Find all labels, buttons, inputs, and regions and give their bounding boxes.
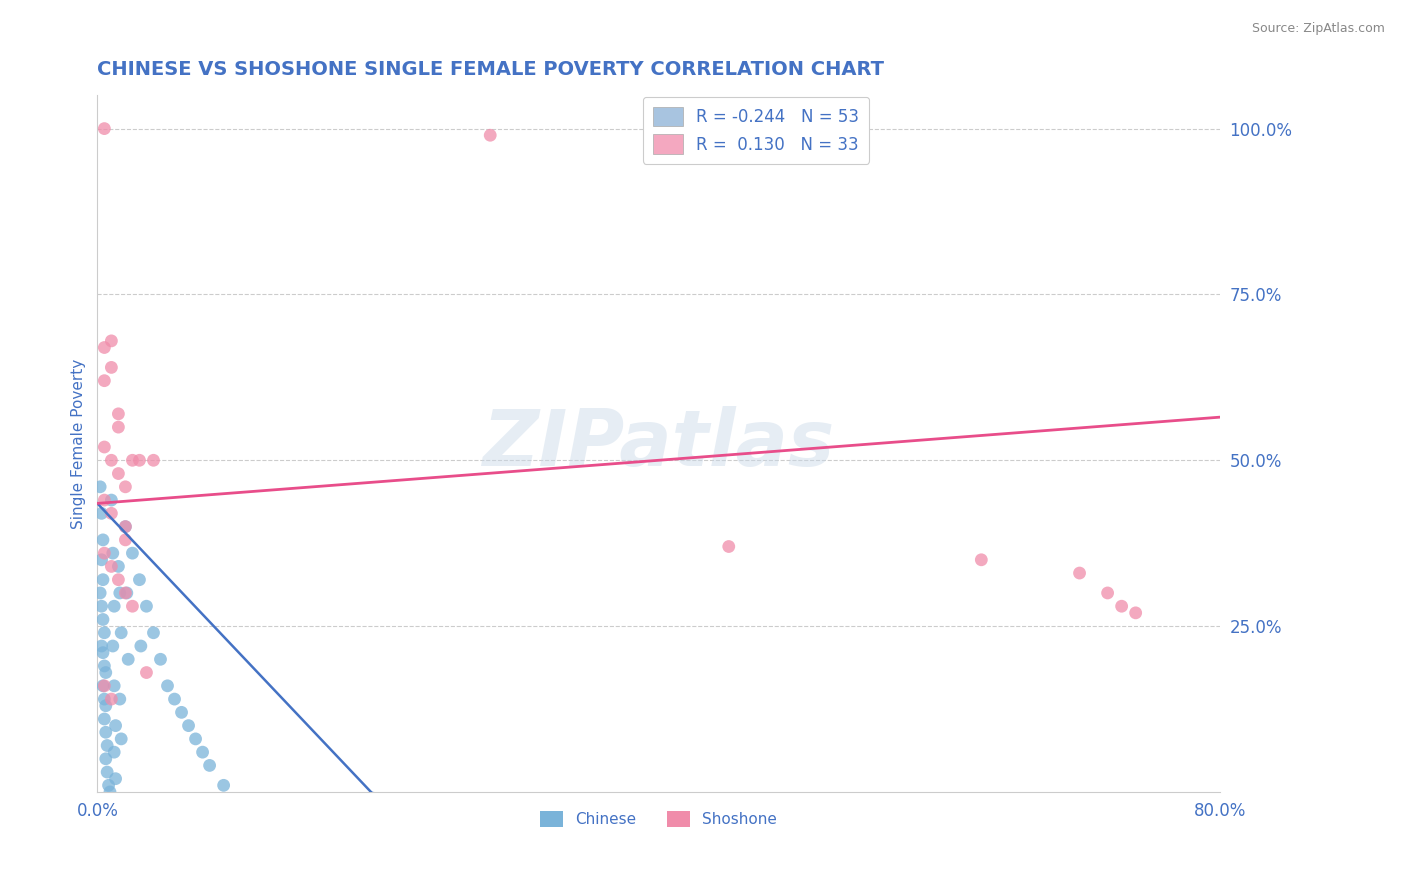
Point [129,639,152,653]
Point [135,665,157,680]
Text: Source: ZipAtlas.com: Source: ZipAtlas.com [1251,22,1385,36]
Point [107,467,129,481]
Point [90,599,112,614]
Point [100,334,122,348]
Point [170,706,193,720]
Point [94,725,117,739]
Point [91,573,114,587]
Point [142,625,165,640]
Point [115,586,138,600]
Point [107,407,129,421]
Point [103,745,125,759]
Point [184,731,207,746]
Point [98,785,121,799]
Point [121,546,143,560]
Point [93,493,115,508]
Point [103,599,125,614]
Point [121,453,143,467]
Point [100,360,122,375]
Point [96,765,118,780]
Point [100,493,122,508]
Point [1111,599,1133,614]
Point [717,540,740,554]
Point [121,599,143,614]
Point [177,718,200,732]
Point [96,739,118,753]
Point [142,453,165,467]
Point [156,679,179,693]
Point [93,625,115,640]
Point [100,559,122,574]
Point [103,679,125,693]
Point [1069,566,1091,580]
Point [93,692,115,706]
Point [114,586,136,600]
Point [90,507,112,521]
Point [114,533,136,547]
Point [93,546,115,560]
Point [100,692,122,706]
Point [163,692,186,706]
Point [91,679,114,693]
Point [114,519,136,533]
Point [104,718,127,732]
Point [110,731,132,746]
Y-axis label: Single Female Poverty: Single Female Poverty [72,359,86,529]
Point [93,659,115,673]
Point [90,639,112,653]
Point [114,480,136,494]
Point [108,586,131,600]
Point [93,440,115,454]
Point [479,128,502,143]
Point [100,453,122,467]
Point [101,639,124,653]
Point [94,698,117,713]
Point [198,758,221,772]
Point [110,625,132,640]
Point [149,652,172,666]
Point [100,507,122,521]
Point [89,586,111,600]
Point [91,646,114,660]
Point [90,553,112,567]
Point [93,679,115,693]
Legend: Chinese, Shoshone: Chinese, Shoshone [534,805,783,833]
Point [114,519,136,533]
Point [107,420,129,434]
Point [91,612,114,626]
Point [89,480,111,494]
Point [107,573,129,587]
Point [135,599,157,614]
Point [93,374,115,388]
Point [1125,606,1147,620]
Point [970,553,993,567]
Point [128,573,150,587]
Point [1097,586,1119,600]
Point [94,665,117,680]
Point [212,778,235,792]
Point [93,712,115,726]
Point [101,546,124,560]
Point [93,341,115,355]
Point [104,772,127,786]
Point [117,652,139,666]
Text: CHINESE VS SHOSHONE SINGLE FEMALE POVERTY CORRELATION CHART: CHINESE VS SHOSHONE SINGLE FEMALE POVERT… [97,60,884,78]
Point [91,533,114,547]
Point [128,453,150,467]
Point [107,559,129,574]
Point [191,745,214,759]
Point [97,778,120,792]
Point [94,752,117,766]
Point [93,121,115,136]
Point [108,692,131,706]
Text: ZIPatlas: ZIPatlas [482,406,835,482]
